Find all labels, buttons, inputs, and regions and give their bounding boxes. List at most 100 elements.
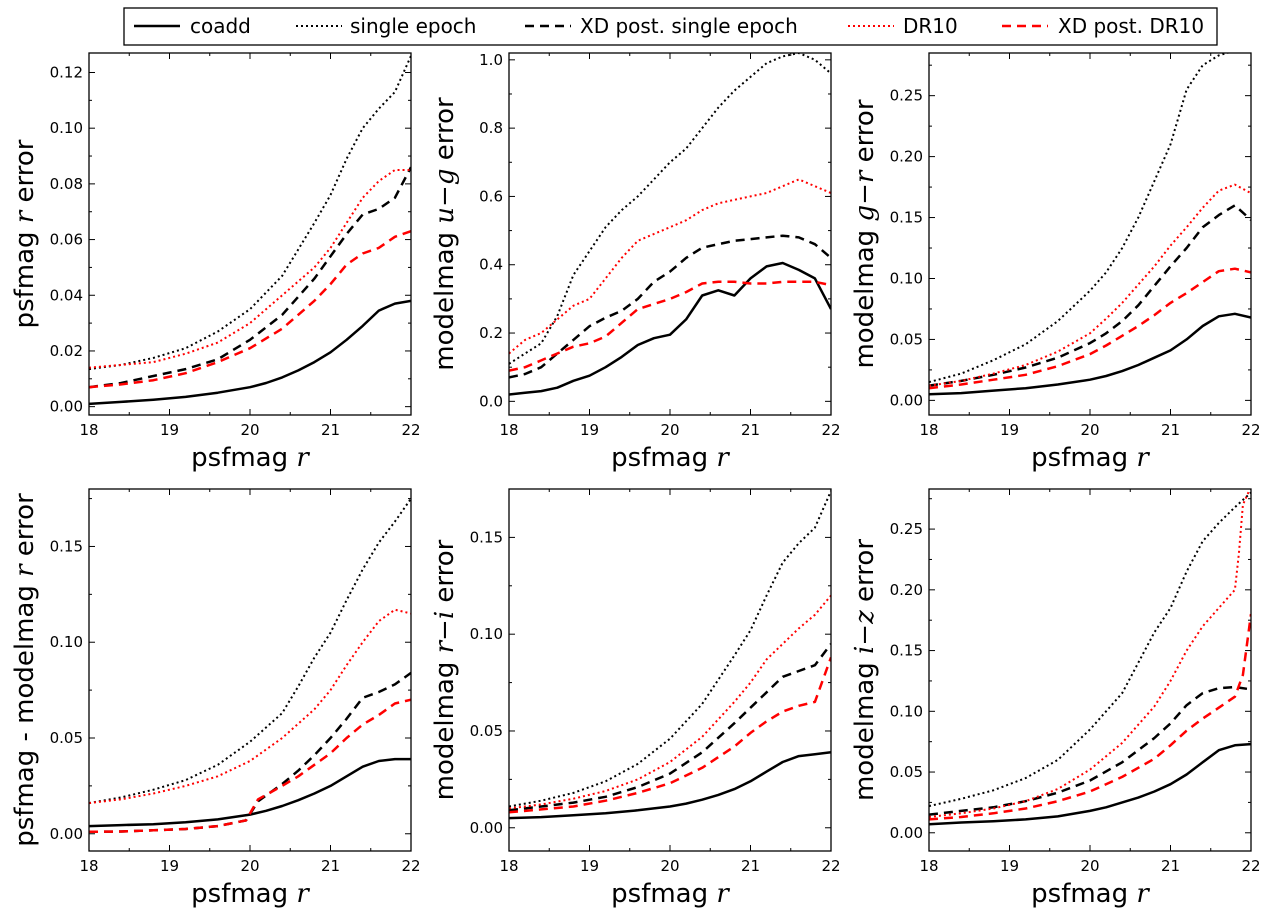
x-axis-label-text: psfmag	[191, 443, 296, 473]
x-tick-label: 20	[660, 421, 679, 439]
series-line-xd_single	[929, 204, 1251, 387]
x-tick-label: 20	[240, 857, 259, 875]
y-tick-label: 0.20	[890, 148, 923, 166]
y-axis-label-var: u−g	[430, 169, 460, 224]
series-line-dr10	[929, 489, 1251, 818]
chart-panel-1: 18 19 20 21 22 0.00 0.02 0.04 0.06 0.08 0.10 0.12 ps…	[10, 52, 421, 473]
series-line-dr10	[509, 594, 831, 810]
y-tick-label: 0.05	[50, 729, 83, 747]
x-tick-label: 19	[1000, 857, 1019, 875]
x-axis-label: psfmag r	[611, 879, 730, 909]
series-line-xd_dr10	[509, 280, 831, 372]
series-line-xd_single	[509, 234, 831, 379]
y-axis-label-suffix: error	[850, 539, 880, 611]
y-axis-label-var: r−i	[430, 611, 460, 654]
y-tick-label: 0.15	[470, 528, 503, 546]
chart-panel-2: 18 19 20 21 22 0.0 0.2 0.4 0.6 0.8 1.0 psfmag r mode…	[430, 51, 841, 473]
y-axis-label-text: modelmag	[430, 224, 460, 371]
legend: coadd single epoch XD post. single epoch…	[123, 7, 1218, 46]
series-group	[509, 490, 831, 820]
x-tick-label: 19	[580, 421, 599, 439]
series-line-xd_dr10	[929, 613, 1251, 821]
x-axis-label-var: r	[1136, 443, 1150, 473]
series-group	[929, 53, 1251, 396]
x-axis-label-text: psfmag	[1031, 443, 1136, 473]
plot-frame	[508, 488, 832, 852]
y-tick-label: 0.00	[890, 391, 923, 409]
y-axis-label-suffix: error	[10, 139, 40, 211]
x-tick-label: 18	[919, 421, 938, 439]
series-line-single	[89, 55, 411, 371]
x-axis-label: psfmag r	[191, 879, 310, 909]
chart-panel-5: 18 19 20 21 22 0.00 0.05 0.10 0.15 psfmag r modelm…	[430, 488, 841, 909]
plot-frame	[928, 52, 1252, 416]
x-tick-label: 21	[741, 857, 760, 875]
y-axis-label-text: modelmag	[430, 653, 460, 800]
y-axis-label: modelmag r−i error	[430, 539, 460, 800]
series-line-coadd	[509, 751, 831, 820]
y-tick-label: 0.25	[890, 520, 923, 538]
y-tick-label: 0.10	[890, 269, 923, 287]
y-tick-label: 0.15	[890, 209, 923, 227]
series-line-single	[89, 498, 411, 805]
x-tick-label: 22	[821, 857, 840, 875]
x-tick-label: 21	[741, 421, 760, 439]
x-axis-label-var: r	[296, 879, 310, 909]
panels: 18 19 20 21 22 0.00 0.02 0.04 0.06 0.08 0.10 0.12 ps…	[10, 51, 1261, 909]
x-axis-label: psfmag r	[1031, 443, 1150, 473]
y-tick-label: 0.00	[890, 824, 923, 842]
series-line-coadd	[89, 757, 411, 828]
series-line-xd_single	[89, 671, 411, 834]
x-tick-label: 22	[1241, 421, 1260, 439]
y-axis-label-suffix: error	[850, 99, 880, 171]
y-tick-label: 0.04	[50, 286, 83, 304]
y-tick-label: 0.0	[479, 392, 503, 410]
chart-panel-6: 18 19 20 21 22 0.00 0.05 0.10 0.15 0.20 0.25 psfmag…	[850, 488, 1261, 909]
chart-panel-3: 18 19 20 21 22 0.00 0.05 0.10 0.15 0.20 0.25 psfmag…	[850, 52, 1261, 473]
x-tick-label: 19	[160, 857, 179, 875]
x-tick-label: 18	[79, 421, 98, 439]
x-tick-label: 21	[1161, 421, 1180, 439]
x-axis-label: psfmag r	[1031, 879, 1150, 909]
y-tick-label: 0.6	[479, 187, 503, 205]
x-axis-label-text: psfmag	[191, 879, 296, 909]
y-axis-label-var: g−r	[850, 169, 880, 221]
y-tick-label: 0.8	[479, 119, 503, 137]
y-tick-label: 0.4	[479, 256, 503, 274]
series-line-single	[509, 490, 831, 808]
x-tick-label: 20	[1080, 857, 1099, 875]
y-axis-label: modelmag i−z error	[850, 539, 880, 801]
y-axis-label-suffix: error	[430, 97, 460, 169]
x-tick-label: 22	[1241, 857, 1260, 875]
y-tick-label: 0.00	[470, 819, 503, 837]
y-tick-label: 0.10	[890, 702, 923, 720]
x-tick-label: 20	[240, 421, 259, 439]
y-axis-label-suffix: error	[10, 493, 40, 565]
y-axis-label-var: i−z	[850, 610, 880, 654]
y-axis-label-text: modelmag	[850, 222, 880, 369]
y-tick-label: 0.00	[50, 825, 83, 843]
x-axis-label-text: psfmag	[1031, 879, 1136, 909]
x-tick-label: 18	[919, 857, 938, 875]
series-line-xd_dr10	[89, 698, 411, 834]
series-line-single	[929, 53, 1231, 384]
x-axis-label: psfmag r	[611, 443, 730, 473]
series-line-coadd	[509, 261, 831, 396]
series-group	[509, 53, 831, 396]
series-line-coadd	[929, 312, 1251, 396]
series-line-dr10	[509, 178, 831, 355]
legend-label-xd-dr10: XD post. DR10	[1058, 14, 1204, 38]
plot-frame	[88, 52, 412, 416]
series-line-xd_single	[509, 643, 831, 812]
y-axis-label: psfmag - modelmag r error	[10, 493, 40, 847]
y-tick-label: 0.25	[890, 87, 923, 105]
y-axis-label-text: psfmag	[10, 223, 40, 328]
x-tick-label: 19	[160, 421, 179, 439]
x-tick-label: 22	[401, 857, 420, 875]
y-tick-label: 0.12	[50, 63, 83, 81]
x-axis-label-text: psfmag	[611, 879, 716, 909]
y-axis-label: modelmag u−g error	[430, 97, 460, 371]
x-axis-label-var: r	[1136, 879, 1150, 909]
y-axis-label-var: r	[10, 563, 40, 577]
